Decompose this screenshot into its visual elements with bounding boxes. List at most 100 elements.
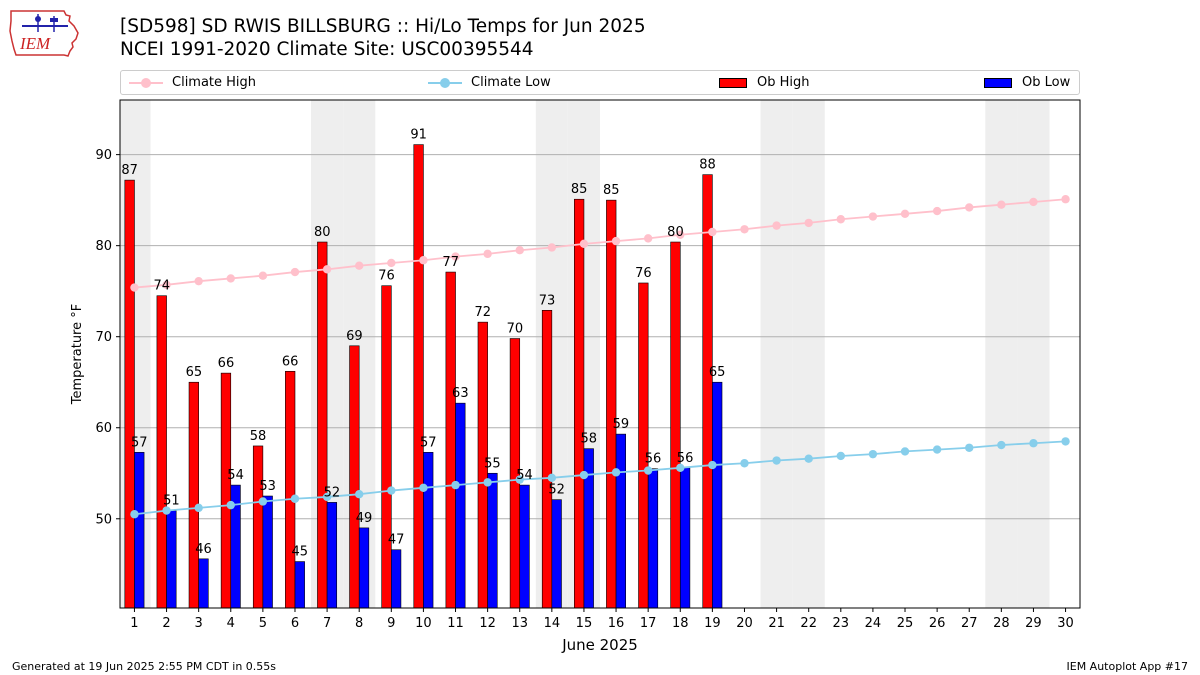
x-tick-label: 23 (833, 616, 850, 631)
ob-low-value-label: 63 (452, 386, 469, 401)
climate-high-point (515, 246, 524, 255)
climate-high-point (226, 274, 235, 283)
climate-low-point (515, 475, 524, 484)
climate-low-point (740, 459, 749, 468)
ob-low-value-label: 47 (388, 533, 405, 548)
climate-high-point (1029, 197, 1038, 207)
x-tick-label: 10 (415, 616, 432, 631)
ob-high-bar (606, 199, 617, 609)
climate-low-point (836, 451, 846, 461)
footer-generated: Generated at 19 Jun 2025 2:55 PM CDT in … (12, 660, 277, 673)
plot-frame (119, 99, 1081, 609)
ob-low-legend-swatch (984, 77, 1012, 88)
ob-high-value-label: 88 (699, 158, 716, 173)
ob-low-value-label: 49 (356, 511, 373, 526)
ob-high-bar (541, 310, 553, 609)
ob-high-value-label: 73 (539, 293, 556, 308)
ob-high-bar (638, 282, 649, 609)
climate-high-point (708, 227, 717, 237)
y-tick-label: 50 (95, 512, 112, 527)
legend-label-ob-low: Ob Low (1022, 75, 1071, 90)
ob-high-value-label: 65 (186, 365, 203, 380)
ob-high-bar (349, 345, 360, 609)
legend-item-climate-high: Climate High (129, 71, 256, 94)
climate-high-point (611, 236, 621, 246)
climate-high-point (162, 280, 171, 290)
climate-high-point (868, 212, 878, 221)
x-tick-label: 6 (291, 616, 299, 631)
x-tick-label: 16 (608, 616, 625, 631)
ob-high-bar (702, 174, 713, 609)
weekend-shade (1017, 100, 1050, 608)
climate-low-point (387, 486, 396, 495)
ob-high-bar (124, 179, 135, 609)
x-tick-label: 26 (929, 616, 946, 631)
x-tick-label: 27 (961, 616, 978, 631)
y-axis-label: Temperature °F (70, 304, 85, 405)
ob-low-value-label: 55 (484, 456, 501, 471)
ob-low-bar (551, 499, 562, 609)
climate-high-point (900, 209, 910, 218)
y-tick-label: 70 (95, 330, 112, 345)
footer-app-id: IEM Autoplot App #17 (1066, 660, 1189, 673)
ob-low-bar (712, 381, 723, 609)
ob-low-value-label: 57 (131, 435, 148, 450)
ob-low-value-label: 54 (227, 468, 244, 483)
climate-high-point (965, 203, 974, 212)
ob-low-value-label: 57 (420, 435, 437, 450)
x-axis-label: June 2025 (561, 636, 638, 654)
x-tick-label: 4 (227, 616, 235, 631)
climate-low-point (868, 449, 878, 459)
climate-low-point (965, 443, 974, 452)
climate-low-point (772, 456, 781, 465)
legend-label-climate-low: Climate Low (471, 75, 551, 90)
ob-low-bar (455, 402, 466, 609)
ob-high-bar (317, 241, 328, 609)
climate-high-point (130, 283, 139, 292)
chart-title: [SD598] SD RWIS BILLSBURG :: Hi/Lo Temps… (120, 16, 646, 37)
climate-high-point (354, 261, 364, 270)
ob-high-bar (220, 372, 232, 609)
ob-high-bar (381, 285, 392, 609)
climate-low-point (579, 470, 589, 480)
legend-item-climate-low: Climate Low (428, 71, 551, 94)
weekend-shade (985, 100, 1018, 608)
legend-item-ob-low: Ob Low (984, 71, 1070, 94)
ob-high-value-label: 87 (121, 163, 138, 178)
ob-low-bar (519, 484, 530, 609)
ob-low-value-label: 54 (516, 468, 533, 483)
ob-low-value-label: 58 (580, 432, 597, 447)
weekend-shade (792, 100, 825, 608)
ob-high-value-label: 80 (667, 225, 684, 240)
iowa-state-outline (9, 10, 79, 57)
weekend-shade (760, 100, 793, 608)
ob-low-value-label: 45 (292, 545, 309, 560)
x-tick-label: 29 (1025, 616, 1042, 631)
climate-low-point (483, 478, 492, 487)
climate-high-legend-marker (129, 75, 163, 91)
climate-high-point (258, 271, 268, 280)
chart-subtitle: NCEI 1991-2020 Climate Site: USC00395544 (120, 39, 534, 60)
climate-low-point (354, 490, 364, 499)
climate-low-point (547, 473, 557, 483)
x-tick-label: 22 (800, 616, 817, 631)
x-tick-label: 15 (576, 616, 593, 631)
ob-high-bar (285, 370, 296, 609)
ob-low-bar (134, 452, 145, 609)
ob-high-value-label: 74 (153, 279, 170, 294)
ob-high-value-label: 72 (475, 305, 492, 320)
ob-high-value-label: 58 (250, 429, 267, 444)
x-tick-label: 24 (865, 616, 882, 631)
ob-high-bar (413, 144, 424, 609)
climate-low-point (1061, 437, 1070, 446)
climate-low-point (194, 503, 203, 513)
climate-high-point (387, 258, 396, 268)
ob-low-value-label: 52 (324, 485, 341, 500)
climate-low-point (322, 492, 332, 502)
climate-high-point (1061, 195, 1070, 204)
climate-high-point (804, 218, 813, 228)
ob-low-bar (423, 452, 434, 609)
x-tick-label: 8 (355, 616, 363, 631)
climate-low-point (900, 447, 910, 456)
